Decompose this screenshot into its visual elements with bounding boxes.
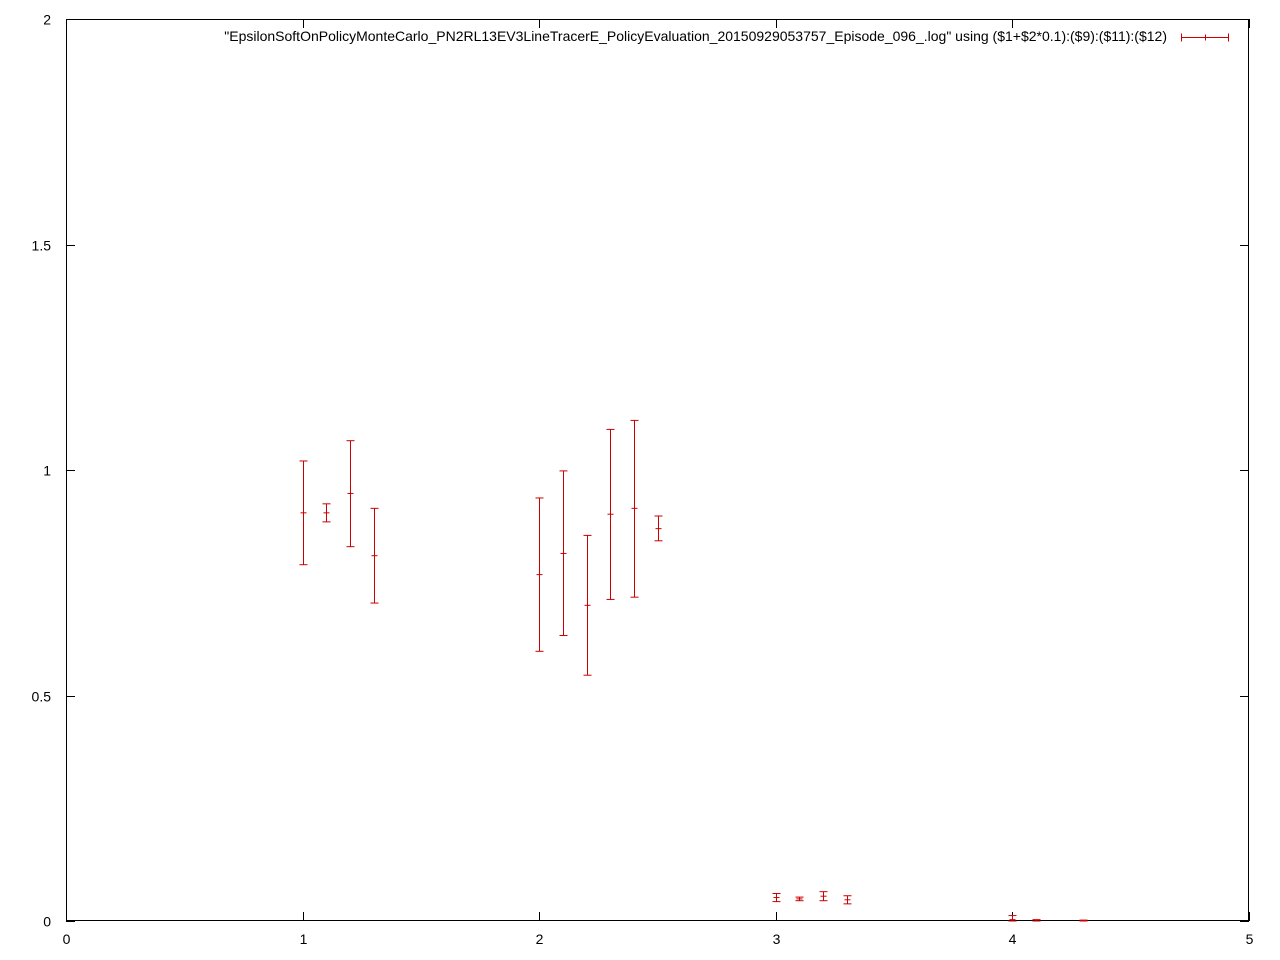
axis-tick-labels: 0 1 2 3 4 5 0 0.5 1 1.5 2 (32, 12, 1254, 948)
error-bar (795, 896, 804, 902)
error-bar (654, 515, 663, 542)
error-bar (346, 440, 355, 548)
error-bars (299, 419, 1088, 922)
error-bar (299, 460, 308, 566)
error-bar (535, 497, 544, 652)
error-bar (843, 895, 852, 905)
axis-ticks (66, 19, 1250, 922)
error-bar (606, 428, 615, 600)
error-bar (630, 419, 639, 598)
y-tick-label: 2 (43, 12, 51, 28)
error-bar (583, 534, 592, 676)
x-tick-label: 0 (63, 931, 71, 947)
legend: "EpsilonSoftOnPolicyMonteCarlo_PN2RL13EV… (224, 28, 1229, 44)
error-bar (1079, 919, 1088, 922)
x-tick-label: 1 (300, 931, 308, 947)
error-bar (322, 503, 331, 523)
y-tick-label: 0 (43, 914, 51, 930)
error-bar (559, 470, 568, 637)
x-tick-label: 5 (1246, 931, 1254, 947)
legend-label: "EpsilonSoftOnPolicyMonteCarlo_PN2RL13EV… (224, 28, 1167, 44)
x-tick-label: 4 (1009, 931, 1017, 947)
legend-sample-errorbar (1181, 33, 1229, 42)
x-tick-label: 2 (536, 931, 544, 947)
error-bar (1032, 919, 1041, 922)
error-bar (1008, 915, 1017, 922)
error-bar (772, 892, 781, 903)
y-tick-label: 1.5 (32, 238, 52, 254)
plot-frame (66, 19, 1249, 921)
y-tick-label: 0.5 (32, 689, 52, 705)
y-tick-label: 1 (43, 463, 51, 479)
error-bar (819, 891, 828, 902)
error-bar (370, 507, 379, 604)
x-tick-label: 3 (773, 931, 781, 947)
